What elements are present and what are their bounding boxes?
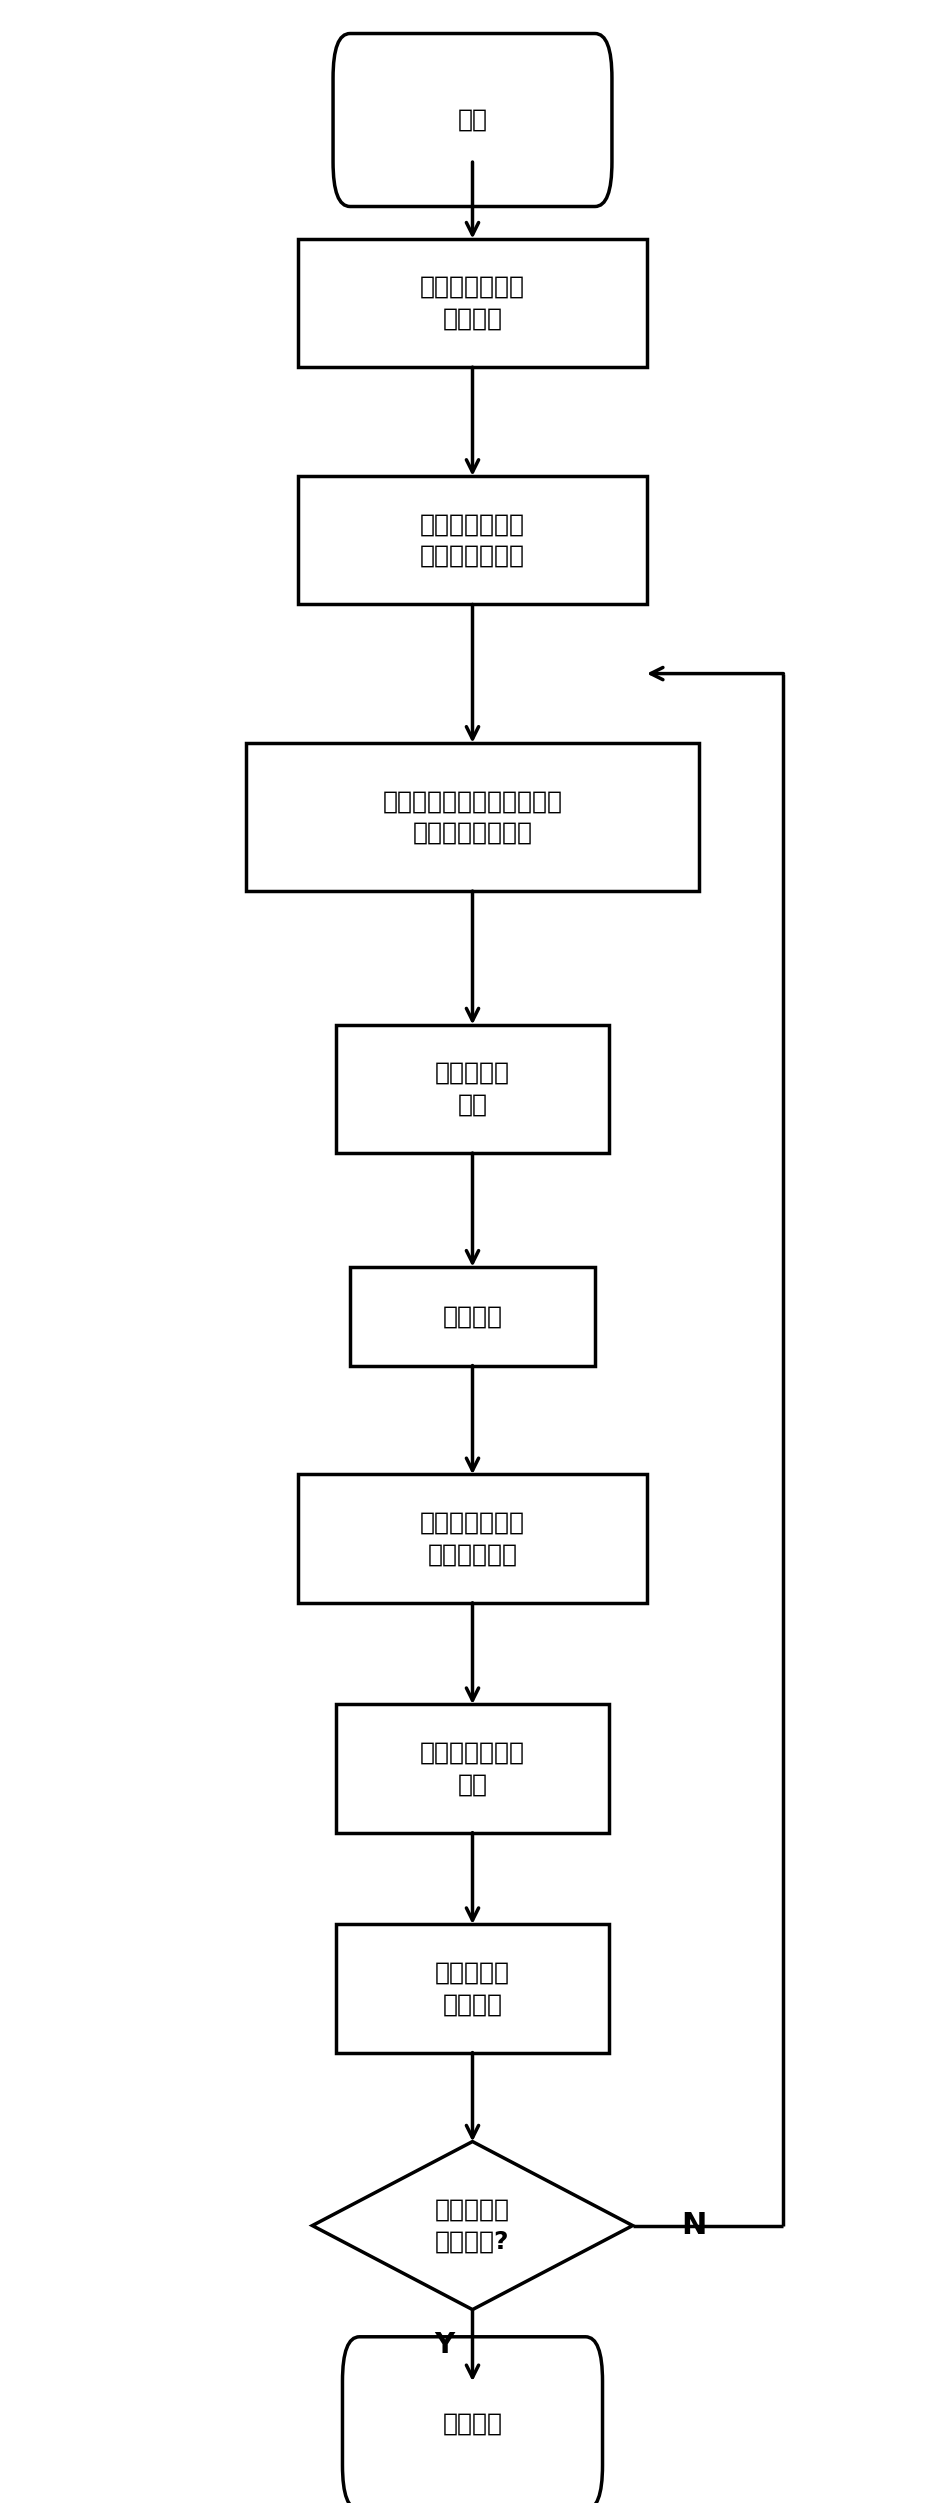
Bar	[298, 1474, 646, 1602]
Bar	[335, 1925, 609, 2052]
FancyBboxPatch shape	[342, 2338, 602, 2503]
Bar	[298, 476, 646, 603]
Text: 对关键线网
进行优化: 对关键线网 进行优化	[434, 1960, 510, 2015]
Bar	[335, 1024, 609, 1154]
Text: 输入原始版图并
标记线网: 输入原始版图并 标记线网	[419, 275, 525, 330]
Bar	[349, 1267, 595, 1367]
Text: 开始: 开始	[457, 108, 487, 133]
Polygon shape	[312, 2143, 632, 2310]
Text: 获得待优化关键
线网: 获得待优化关键 线网	[419, 1740, 525, 1797]
Text: N: N	[681, 2210, 706, 2240]
Text: 计算线网间的带
权短路关键面积: 计算线网间的带 权短路关键面积	[419, 513, 525, 568]
Bar	[335, 1705, 609, 1832]
Text: 拓扑排序: 拓扑排序	[442, 1304, 502, 1329]
Text: 基于邻接表的边表示短路关
键面积网络的形成: 基于邻接表的边表示短路关 键面积网络的形成	[382, 788, 562, 844]
Bar	[246, 743, 698, 891]
Text: 成品率是否
符合要求?: 成品率是否 符合要求?	[434, 2198, 510, 2253]
Text: 求关键路径获得
关键关键面积: 求关键路径获得 关键关键面积	[419, 1512, 525, 1567]
Text: 优化结束: 优化结束	[442, 2410, 502, 2435]
Text: Y: Y	[433, 2330, 454, 2360]
FancyBboxPatch shape	[332, 33, 612, 208]
Bar	[298, 238, 646, 368]
Text: 添加源点和
汇点: 添加源点和 汇点	[434, 1061, 510, 1116]
